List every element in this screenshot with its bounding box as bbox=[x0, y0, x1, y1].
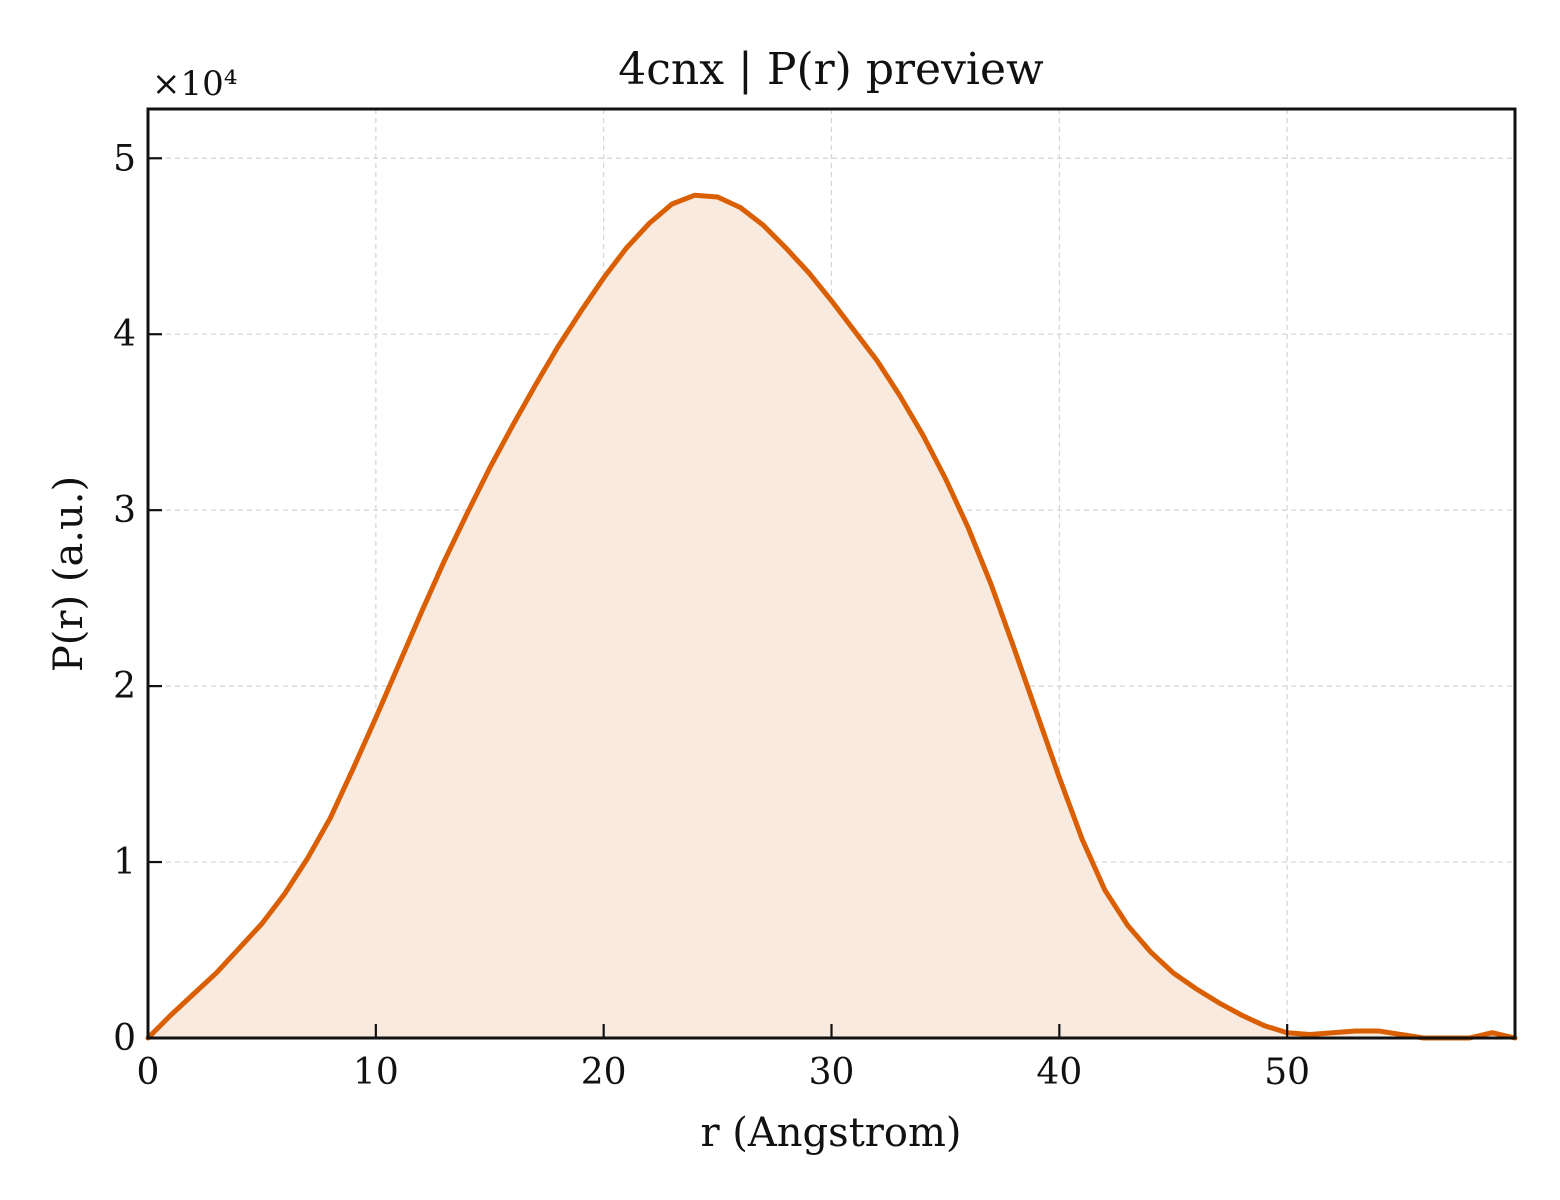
x-tick-label: 0 bbox=[137, 1052, 160, 1093]
y-multiplier-label: ×10⁴ bbox=[152, 64, 237, 104]
x-tick-label: 20 bbox=[581, 1052, 627, 1093]
chart-title: 4cnx | P(r) preview bbox=[618, 44, 1044, 95]
x-tick-label: 10 bbox=[353, 1052, 399, 1093]
x-tick-label: 40 bbox=[1036, 1052, 1082, 1093]
x-axis-label: r (Angstrom) bbox=[700, 1110, 961, 1156]
y-tick-label: 4 bbox=[113, 314, 136, 355]
y-axis-label: P(r) (a.u.) bbox=[46, 476, 92, 672]
plot-frame bbox=[146, 107, 1517, 1040]
y-tick-label: 1 bbox=[113, 842, 136, 883]
x-tick-label: 30 bbox=[809, 1052, 855, 1093]
pr-area-fill bbox=[148, 195, 1515, 1038]
y-tick-label: 3 bbox=[113, 490, 136, 531]
y-tick-label: 2 bbox=[113, 666, 136, 707]
x-tick-label: 50 bbox=[1264, 1052, 1310, 1093]
y-tick-label: 0 bbox=[113, 1018, 136, 1059]
y-tick-label: 5 bbox=[113, 138, 136, 179]
